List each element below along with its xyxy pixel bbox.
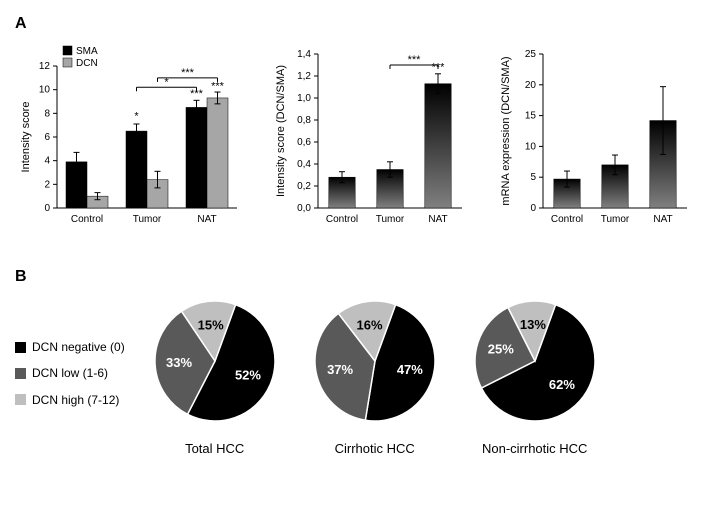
svg-text:1,2: 1,2 [297,71,311,82]
panel-b-row: DCN negative (0)DCN low (1-6)DCN high (7… [15,291,693,456]
svg-text:25: 25 [525,49,537,60]
svg-text:1,4: 1,4 [297,49,311,60]
pie-legend-item: DCN low (1-6) [15,360,125,386]
svg-text:DCN: DCN [76,58,98,69]
svg-text:***: *** [181,67,195,79]
panel-b-label: B [15,268,693,286]
svg-text:25%: 25% [487,342,513,357]
svg-text:5: 5 [530,172,536,183]
svg-text:NAT: NAT [428,214,447,225]
pie-title: Non-cirrhotic HCC [465,441,605,456]
chart-dcn-sma-ratio: 0,0 0,2 0,4 0,6 0,8 1,0 1,2 1,4 Intensity score … [270,38,470,238]
svg-text:8: 8 [44,108,50,119]
svg-text:37%: 37% [327,362,353,377]
svg-text:6: 6 [44,132,50,143]
svg-text:62%: 62% [549,377,575,392]
svg-text:***: *** [408,54,422,66]
pie-cirrhotic-hcc: 47% 37% 16% Cirrhotic HCC [305,291,445,456]
svg-text:NAT: NAT [653,214,672,225]
legend-label: DCN negative (0) [32,334,125,360]
svg-text:15: 15 [525,111,537,122]
pie-legend: DCN negative (0)DCN low (1-6)DCN high (7… [15,334,125,413]
chart-intensity-score: 0 2 4 6 8 10 12 Intensity score Control Tumor NAT *… [15,38,245,238]
svg-text:13%: 13% [520,317,546,332]
svg-text:Intensity score: Intensity score [20,102,32,173]
svg-text:10: 10 [39,85,51,96]
svg-text:Intensity score (DCN/SMA): Intensity score (DCN/SMA) [275,65,287,197]
svg-text:2: 2 [44,179,50,190]
svg-text:Tumor: Tumor [601,214,630,225]
svg-text:0,8: 0,8 [297,115,311,126]
svg-text:4: 4 [44,156,50,167]
svg-text:***: *** [432,62,446,74]
pie-legend-item: DCN negative (0) [15,334,125,360]
pie-title: Total HCC [145,441,285,456]
svg-text:Control: Control [326,214,358,225]
svg-text:16%: 16% [356,317,382,332]
svg-text:*: * [134,110,139,122]
svg-text:mRNA expression (DCN/SMA): mRNA expression (DCN/SMA) [500,56,512,205]
svg-text:20: 20 [525,80,537,91]
svg-text:Tumor: Tumor [133,214,162,225]
panel-a-label: A [15,15,693,33]
svg-text:0: 0 [530,203,536,214]
svg-text:0: 0 [44,203,50,214]
svg-text:12: 12 [39,61,51,72]
legend-swatch [15,368,26,379]
svg-text:10: 10 [525,141,537,152]
svg-text:0,2: 0,2 [297,181,311,192]
svg-text:15%: 15% [197,317,223,332]
chart-mrna-expression: 0 5 10 15 20 25 mRNA expression (DCN/SMA) Contr… [495,38,695,238]
svg-text:47%: 47% [397,362,423,377]
pie-title: Cirrhotic HCC [305,441,445,456]
pie-non-cirrhotic-hcc: 62% 25% 13% Non-cirrhotic HCC [465,291,605,456]
svg-text:0,0: 0,0 [297,203,311,214]
svg-text:Control: Control [551,214,583,225]
svg-text:SMA: SMA [76,46,98,57]
svg-text:***: *** [211,81,225,93]
legend-label: DCN low (1-6) [32,360,108,386]
svg-text:Control: Control [71,214,103,225]
svg-text:33%: 33% [166,355,192,370]
pie-total-hcc: 52% 33% 15% Total HCC [145,291,285,456]
svg-text:52%: 52% [235,367,261,382]
legend-swatch [15,394,26,405]
svg-text:1,0: 1,0 [297,93,311,104]
svg-text:0,6: 0,6 [297,137,311,148]
svg-text:0,4: 0,4 [297,159,311,170]
panel-a-row: 0 2 4 6 8 10 12 Intensity score Control Tumor NAT *… [15,38,693,238]
pie-legend-item: DCN high (7-12) [15,387,125,413]
svg-text:NAT: NAT [197,214,216,225]
legend-swatch [15,342,26,353]
svg-text:Tumor: Tumor [376,214,405,225]
legend-label: DCN high (7-12) [32,387,119,413]
